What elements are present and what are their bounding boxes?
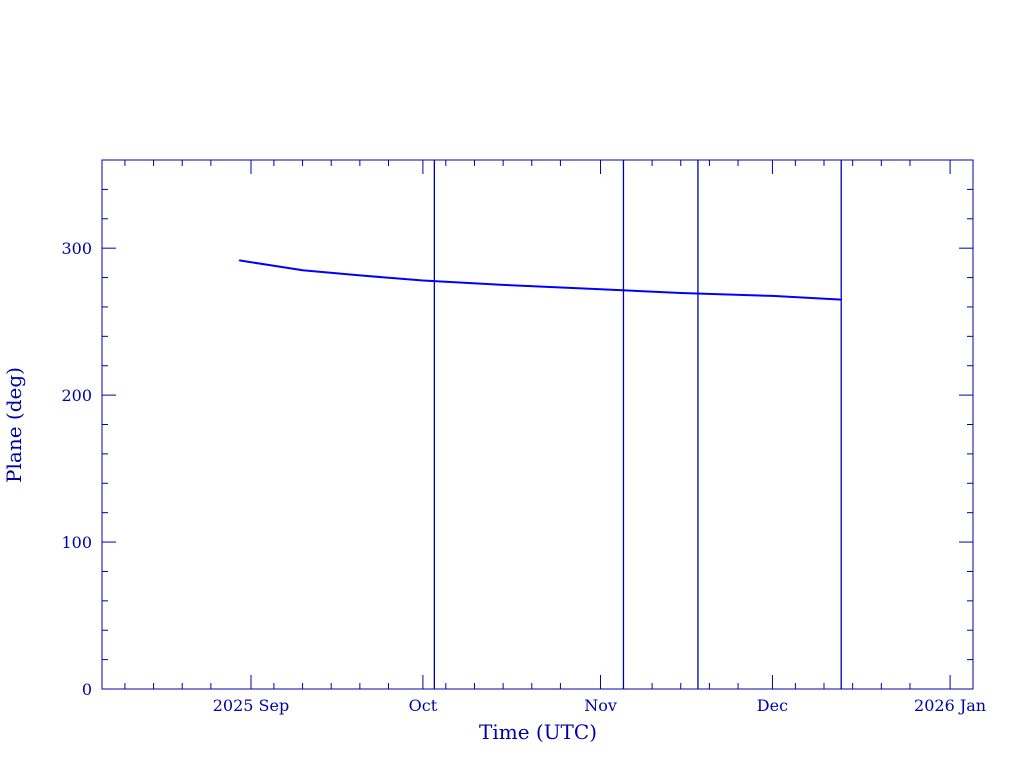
data-point — [301, 269, 304, 272]
data-point — [599, 288, 602, 291]
data-point — [502, 284, 504, 286]
vertical-lines — [433, 160, 842, 689]
data-point — [422, 279, 424, 282]
data-point — [771, 295, 774, 297]
x-tick-label: Nov — [584, 696, 617, 715]
data-point — [238, 259, 241, 262]
x-tick-label: 2025 Sep — [213, 696, 289, 715]
x-axis-label: Time (UTC) — [479, 720, 597, 744]
data-point — [359, 274, 361, 277]
x-tick-label: Dec — [757, 696, 788, 715]
series — [238, 259, 843, 301]
x-tick-label: 2026 Jan — [914, 696, 986, 715]
tick-labels: 2025 Sep Oct Nov Dec 2026 Jan 0 100 200 300 — [61, 239, 986, 715]
y-tick-label: 100 — [61, 533, 92, 552]
y-tick-label: 0 — [82, 680, 92, 699]
y-tick-label: 300 — [61, 239, 92, 258]
axis-ticks — [102, 159, 974, 690]
y-tick-label: 200 — [61, 386, 92, 405]
series-line — [239, 259, 842, 301]
data-point — [840, 298, 843, 301]
data-point — [679, 292, 682, 294]
x-tick-label: Oct — [409, 696, 438, 715]
y-axis-label: Plane (deg) — [2, 367, 26, 483]
plot-frame — [101, 159, 974, 690]
data-point — [273, 265, 275, 267]
